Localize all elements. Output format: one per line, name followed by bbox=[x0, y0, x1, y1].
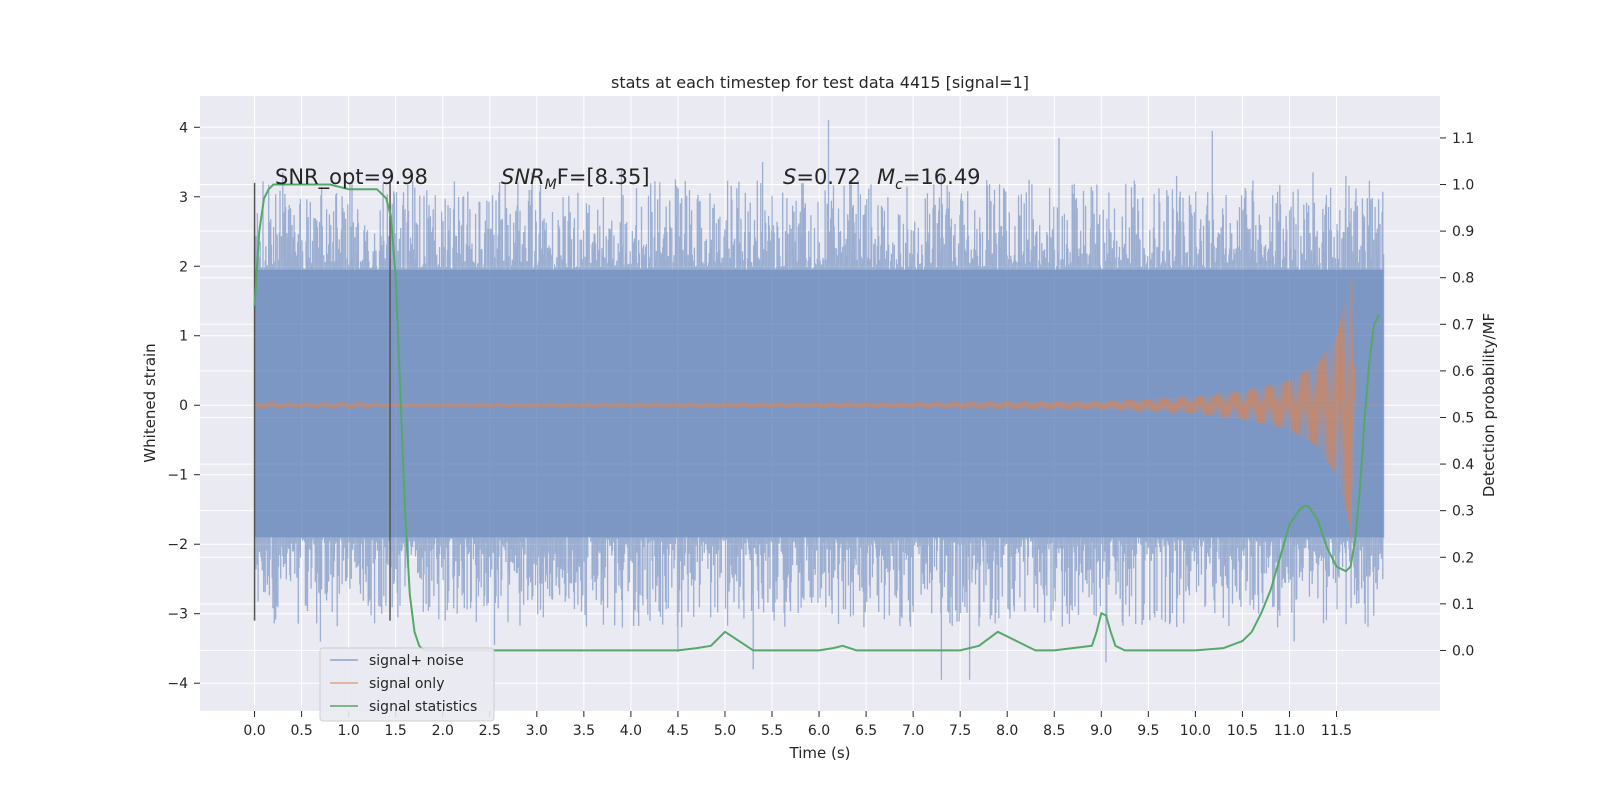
x-tick-label: 7.5 bbox=[949, 723, 971, 739]
x-tick-label: 5.0 bbox=[714, 723, 736, 739]
annotation-mc-symbol: M bbox=[877, 165, 895, 189]
y2-tick-label: 0.8 bbox=[1452, 271, 1474, 287]
annotation-snr-opt: SNR_opt=9.98 bbox=[275, 165, 428, 190]
annotation-s: S=0.72 bbox=[783, 165, 861, 189]
annotation-s-symbol: S bbox=[783, 165, 796, 189]
x-tick-label: 7.0 bbox=[902, 723, 924, 739]
y-tick-label: 4 bbox=[179, 120, 188, 136]
x-tick-label: 9.0 bbox=[1090, 723, 1112, 739]
y2-tick-label: 1.1 bbox=[1452, 131, 1474, 147]
annotation-mc-subscript: c bbox=[895, 177, 903, 193]
y2-tick-label: 0.3 bbox=[1452, 504, 1474, 520]
y-axis-left: −4 −3 −2 −1 0 1 2 3 4 bbox=[167, 120, 200, 692]
x-tick-label: 1.5 bbox=[385, 723, 407, 739]
legend-box bbox=[319, 647, 495, 722]
y-tick-label: 1 bbox=[179, 329, 188, 345]
y2-tick-label: 0.6 bbox=[1452, 364, 1474, 380]
annotation-snr-mf: SNRMF=[8.35] bbox=[501, 165, 650, 193]
x-axis-label: Time (s) bbox=[789, 744, 851, 762]
y2-tick-label: 0.1 bbox=[1452, 597, 1474, 613]
annotation-snr-mf-symbol: SNR bbox=[501, 165, 545, 189]
series-signal-statistics bbox=[253, 183, 1380, 652]
y2-tick-label: 1.0 bbox=[1452, 178, 1474, 194]
annotations: SNR_opt=9.98 SNRMF=[8.35] S=0.72 Mc=16.4… bbox=[275, 165, 981, 193]
x-tick-label: 2.5 bbox=[479, 723, 501, 739]
x-tick-label: 0.5 bbox=[290, 723, 312, 739]
legend: signal+ noise signal only signal statist… bbox=[319, 647, 495, 722]
y2-tick-label: 0.7 bbox=[1452, 317, 1474, 333]
legend-label-signal-statistics: signal statistics bbox=[369, 699, 477, 715]
y-tick-label: −1 bbox=[167, 468, 188, 484]
x-tick-label: 3.0 bbox=[526, 723, 548, 739]
x-tick-label: 4.5 bbox=[667, 723, 689, 739]
y-tick-label: −3 bbox=[167, 607, 188, 623]
y-tick-label: −2 bbox=[167, 537, 188, 553]
annotation-mc-value: =16.49 bbox=[903, 165, 981, 189]
y-tick-label: −4 bbox=[167, 676, 188, 692]
annotation-snr-mf-subscript: M bbox=[545, 177, 557, 193]
x-tick-label: 11.0 bbox=[1274, 723, 1305, 739]
x-tick-label: 8.0 bbox=[996, 723, 1018, 739]
x-tick-label: 5.5 bbox=[761, 723, 783, 739]
x-tick-label: 3.5 bbox=[573, 723, 595, 739]
y2-tick-label: 0.9 bbox=[1452, 224, 1474, 240]
y2-tick-label: 0.5 bbox=[1452, 410, 1474, 426]
x-tick-label: 8.5 bbox=[1043, 723, 1065, 739]
y-axis-label: Whitened strain bbox=[141, 343, 159, 462]
chart-title: stats at each timestep for test data 441… bbox=[611, 73, 1029, 92]
x-tick-label: 6.0 bbox=[808, 723, 830, 739]
x-tick-label: 1.0 bbox=[338, 723, 360, 739]
annotation-s-value: =0.72 bbox=[796, 165, 860, 189]
x-tick-label: 4.0 bbox=[620, 723, 642, 739]
x-tick-label: 6.5 bbox=[855, 723, 877, 739]
annotation-mc: Mc=16.49 bbox=[877, 165, 981, 193]
y-tick-label: 3 bbox=[179, 190, 188, 206]
x-tick-label: 0.0 bbox=[243, 723, 265, 739]
legend-label-signal-noise: signal+ noise bbox=[369, 653, 464, 669]
y2-tick-label: 0.2 bbox=[1452, 550, 1474, 566]
x-tick-label: 10.5 bbox=[1227, 723, 1258, 739]
x-tick-label: 10.0 bbox=[1180, 723, 1211, 739]
x-tick-label: 2.0 bbox=[432, 723, 454, 739]
series-signal-only bbox=[254, 280, 1384, 539]
plot-area bbox=[253, 120, 1385, 680]
x-tick-label: 9.5 bbox=[1137, 723, 1159, 739]
legend-label-signal-only: signal only bbox=[369, 676, 444, 692]
annotation-snr-mf-value: F=[8.35] bbox=[557, 165, 650, 189]
y2-tick-label: 0.4 bbox=[1452, 457, 1474, 473]
y2-axis-label: Detection probability/MF bbox=[1480, 313, 1498, 497]
y-tick-label: 2 bbox=[179, 259, 188, 275]
y2-tick-label: 0.0 bbox=[1452, 643, 1474, 659]
x-axis: 0.0 0.5 1.0 1.5 2.0 2.5 3.0 3.5 4.0 4.5 5.0 5.5 6.0 6… bbox=[243, 711, 1352, 739]
x-tick-label: 11.5 bbox=[1321, 723, 1352, 739]
y-tick-label: 0 bbox=[179, 398, 188, 414]
y-axis-right: 0.0 0.1 0.2 0.3 0.4 0.5 0.6 0.7 0.8 0.9 1.0 1.1 bbox=[1440, 131, 1474, 659]
